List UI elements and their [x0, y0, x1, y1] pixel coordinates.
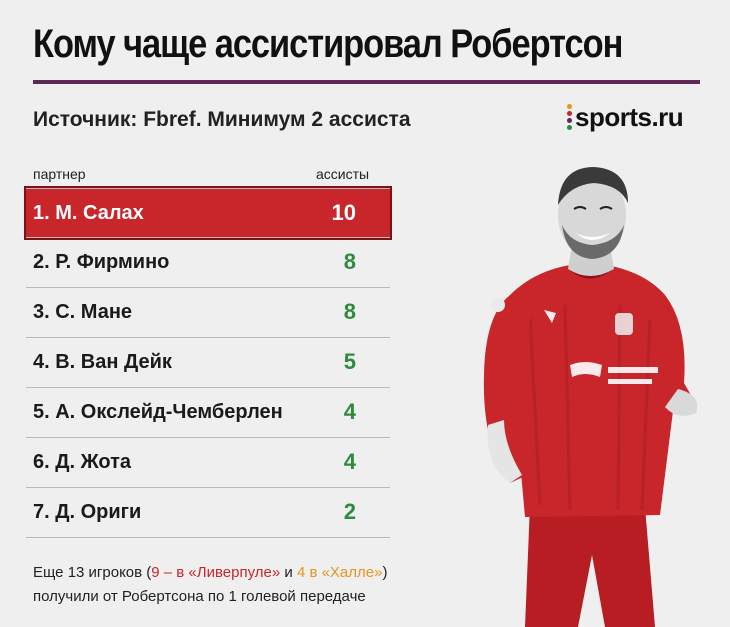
footnote-line-1: Еще 13 игроков (9 – в «Ливерпуле» и 4 в … — [33, 561, 387, 585]
partner-name: 2. Р. Фирмино — [33, 251, 170, 273]
footnote-liverpool: 9 – в «Ливерпуле» — [151, 564, 281, 581]
assists-count: 2 — [343, 499, 356, 524]
partner-name: 6. Д. Жота — [33, 451, 132, 473]
logo-dots-icon — [567, 104, 572, 130]
partner-name: 3. С. Мане — [33, 301, 133, 323]
assists-count: 8 — [343, 299, 356, 324]
player-photo — [483, 167, 698, 627]
table-row: 2. Р. Фирмино 8 — [26, 238, 390, 288]
partner-name: 4. В. Ван Дейк — [33, 351, 172, 373]
column-header-assists: ассисты — [316, 166, 370, 182]
table-row: 5. А. Окслейд-Чемберлен 4 — [26, 388, 390, 438]
footnote-text: ) — [382, 564, 388, 581]
table-row: 1. М. Салах 10 — [24, 186, 392, 240]
source-subtitle: Источник: Fbref. Минимум 2 ассиста — [33, 108, 411, 131]
page-title: Кому чаще ассистировал Робертсон — [33, 22, 623, 66]
assists-count: 10 — [331, 200, 356, 225]
logo-text: sports.ru — [575, 101, 684, 132]
title-divider — [33, 80, 700, 84]
column-header-partner: партнер — [33, 166, 86, 182]
assists-count: 4 — [343, 399, 356, 424]
footnote-line-2: получили от Робертсона по 1 голевой пере… — [33, 588, 366, 605]
footnote-hull: 4 в «Халле» — [296, 564, 383, 581]
table-row: 7. Д. Ориги 2 — [26, 488, 390, 538]
footnote: Еще 13 игроков (9 – в «Ливерпуле» и 4 в … — [33, 561, 387, 609]
table-row: 3. С. Мане 8 — [26, 288, 390, 338]
assists-table: 1. М. Салах 10 2. Р. Фирмино 8 3. С. Ман… — [24, 186, 392, 538]
footnote-text: Еще 13 игроков ( — [33, 564, 152, 581]
table-row: 4. В. Ван Дейк 5 — [26, 338, 390, 388]
partner-name: 7. Д. Ориги — [33, 501, 142, 523]
partner-name: 5. А. Окслейд-Чемберлен — [33, 401, 283, 423]
footnote-text: и — [280, 564, 297, 581]
assists-count: 5 — [343, 349, 356, 374]
sports-ru-logo: sports.ru — [567, 101, 684, 132]
assists-count: 8 — [343, 249, 356, 274]
table-row: 6. Д. Жота 4 — [26, 438, 390, 488]
partner-name: 1. М. Салах — [33, 202, 144, 224]
assists-count: 4 — [343, 449, 356, 474]
